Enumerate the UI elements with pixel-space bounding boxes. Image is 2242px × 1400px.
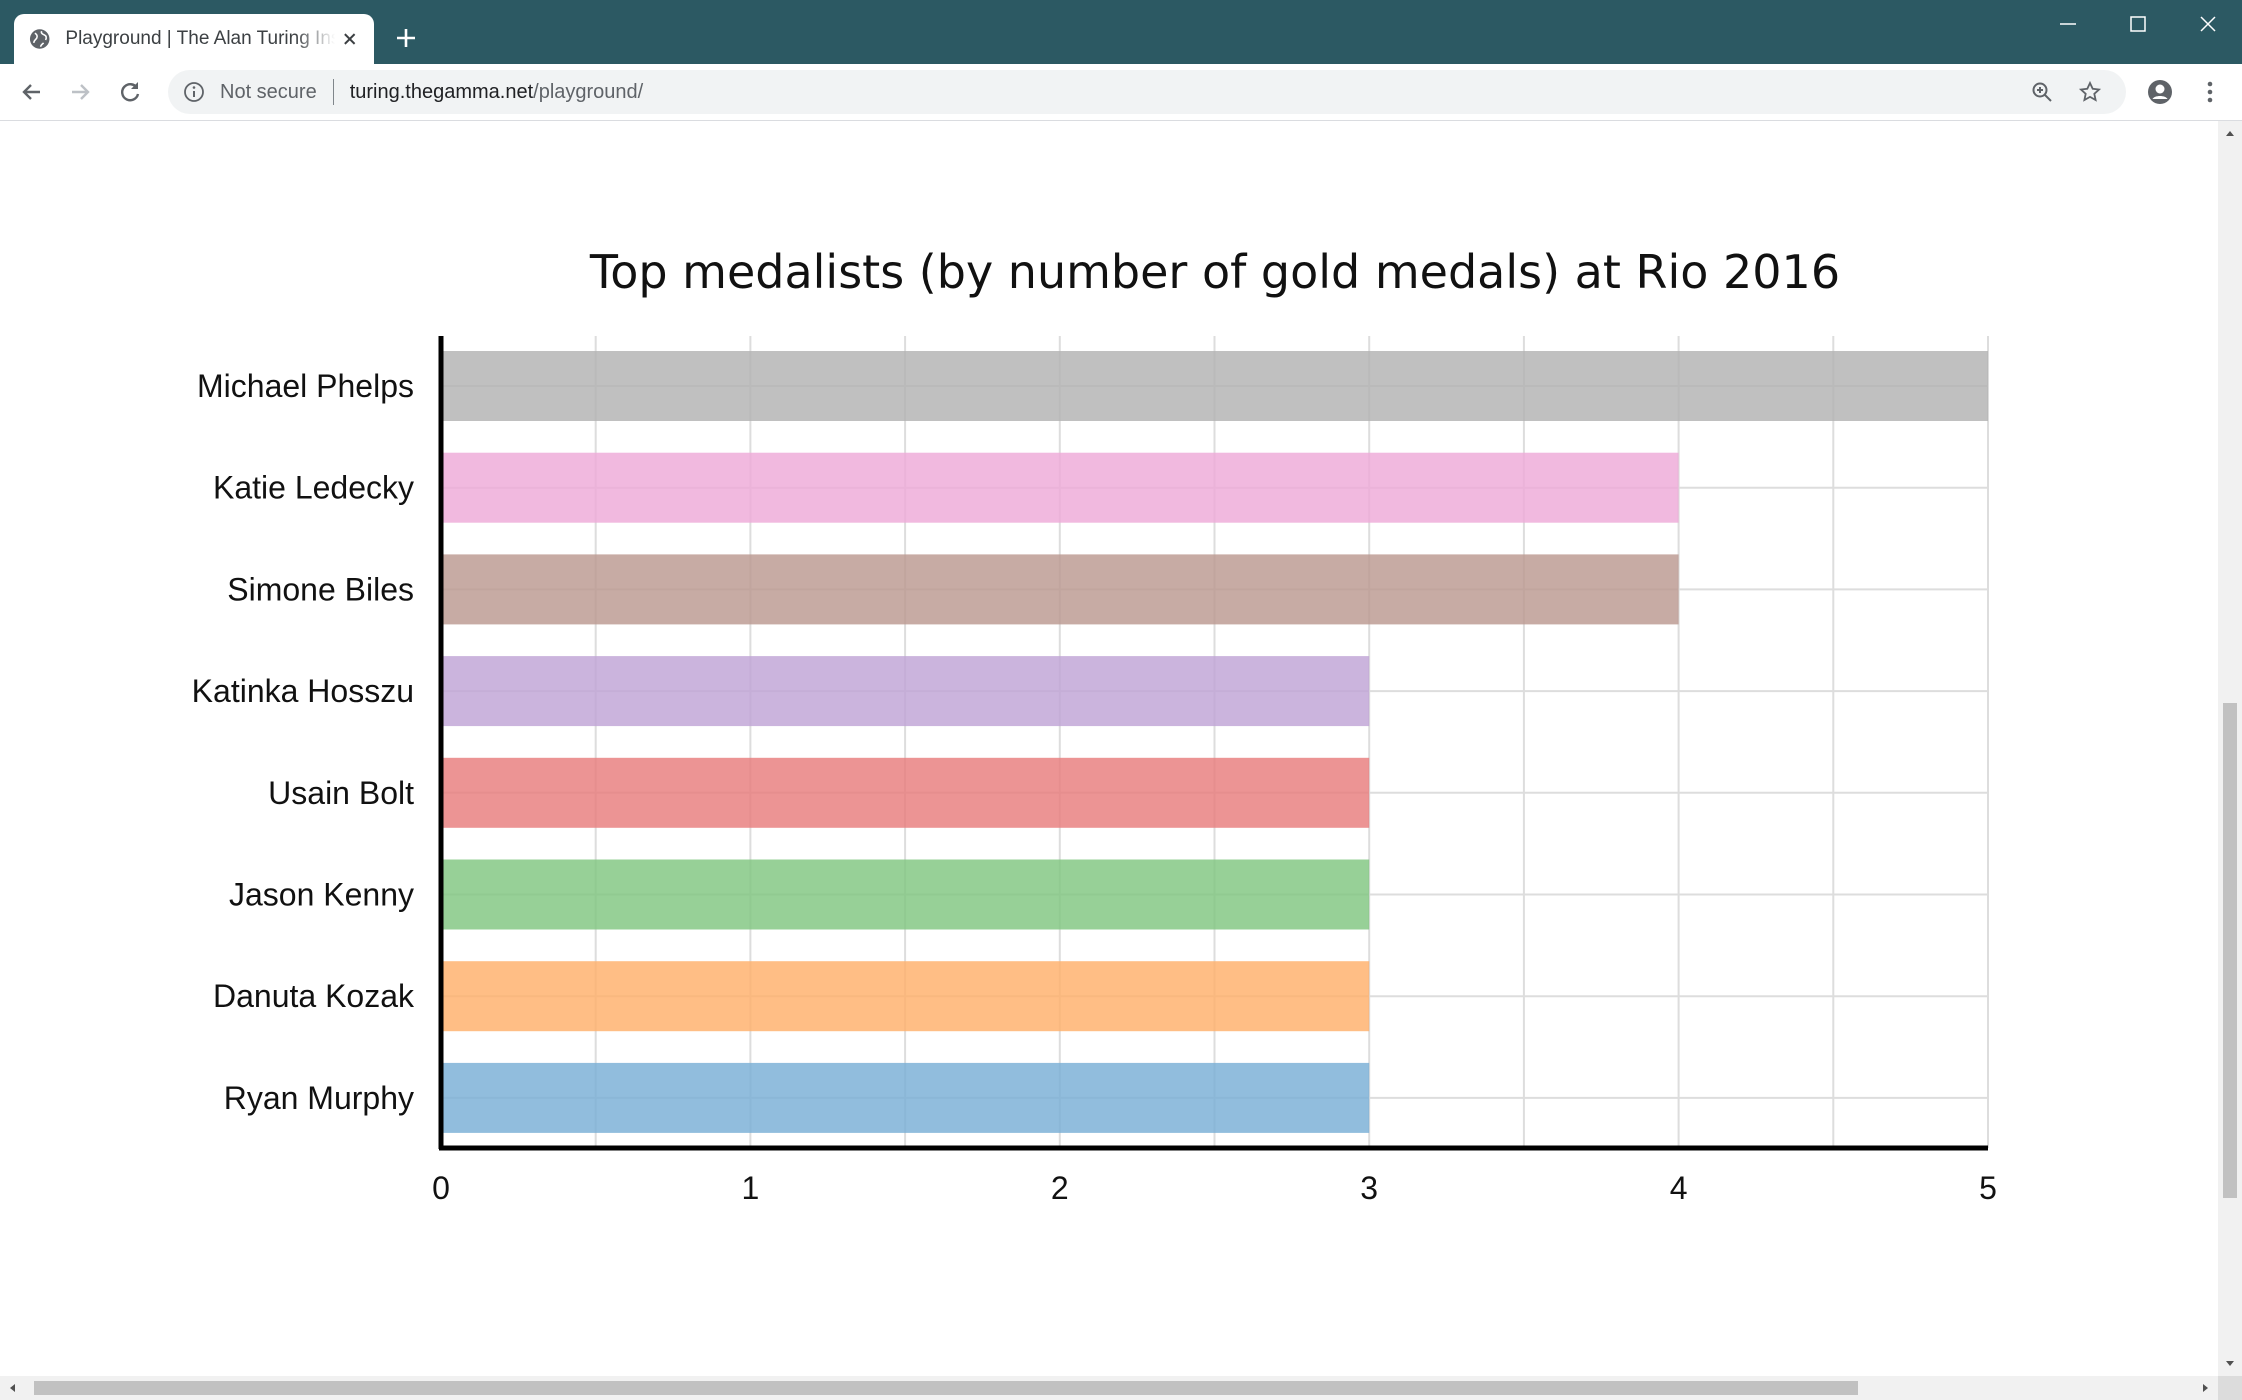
profile-avatar-icon[interactable] — [2146, 78, 2174, 106]
vertical-scroll-thumb[interactable] — [2223, 703, 2237, 1198]
vertical-scrollbar[interactable] — [2218, 121, 2242, 1376]
globe-icon — [29, 29, 50, 49]
category-label: Michael Phelps — [197, 368, 414, 404]
category-label: Simone Biles — [227, 571, 414, 607]
zoom-icon[interactable] — [2030, 80, 2054, 104]
reload-icon[interactable] — [116, 78, 144, 106]
forward-arrow-icon[interactable] — [66, 78, 94, 106]
category-label: Usain Bolt — [268, 775, 414, 811]
back-arrow-icon[interactable] — [18, 78, 46, 106]
browser-toolbar: Not secure turing.thegamma.net/playgroun… — [0, 64, 2242, 121]
bar-chart: Michael Phelps Katie Ledecky Simone Biles K… — [192, 336, 1997, 1206]
horizontal-scrollbar[interactable] — [0, 1376, 2218, 1400]
bar-danuta-kozak — [441, 961, 1370, 1032]
scroll-up-icon[interactable] — [2218, 121, 2242, 145]
minimize-icon[interactable] — [2046, 10, 2090, 38]
info-icon[interactable] — [182, 80, 206, 104]
horizontal-scroll-thumb[interactable] — [34, 1381, 1858, 1395]
maximize-icon[interactable] — [2116, 10, 2160, 38]
menu-kebab-icon[interactable] — [2196, 78, 2224, 106]
tab-title: Playground | The Alan Turing Institute — [65, 28, 334, 49]
url-path: /playground/ — [533, 80, 644, 103]
chart-axes — [438, 336, 1988, 1151]
bar-katie-ledecky — [441, 452, 1679, 523]
url-host: turing.thegamma.net — [349, 80, 534, 103]
x-tick-label: 0 — [432, 1170, 450, 1206]
scroll-down-icon[interactable] — [2218, 1352, 2242, 1376]
bar-michael-phelps — [441, 351, 1988, 421]
x-tick-label: 3 — [1360, 1170, 1378, 1206]
bar-ryan-murphy — [441, 1062, 1370, 1133]
chart-labels: Michael Phelps Katie Ledecky Simone Biles K… — [192, 368, 1997, 1206]
x-tick-label: 5 — [1979, 1170, 1997, 1206]
category-label: Jason Kenny — [229, 877, 414, 913]
close-icon[interactable] — [339, 28, 360, 50]
star-icon[interactable] — [2078, 80, 2102, 104]
security-status: Not secure — [220, 80, 317, 103]
category-label: Ryan Murphy — [224, 1080, 414, 1116]
x-tick-label: 4 — [1670, 1170, 1688, 1206]
bar-jason-kenny — [441, 859, 1370, 930]
window-close-icon[interactable] — [2186, 10, 2230, 38]
category-label: Katinka Hosszu — [192, 673, 414, 709]
bar-simone-biles — [441, 554, 1679, 625]
bar-usain-bolt — [441, 757, 1370, 828]
browser-tab[interactable]: Playground | The Alan Turing Institute — [14, 14, 374, 64]
x-tick-label: 1 — [742, 1170, 760, 1206]
scrollbar-corner — [2218, 1376, 2242, 1400]
category-label: Danuta Kozak — [213, 978, 415, 1014]
chart-bars — [441, 351, 1988, 1133]
scroll-left-icon[interactable] — [0, 1376, 24, 1400]
scroll-right-icon[interactable] — [2194, 1376, 2218, 1400]
x-tick-label: 2 — [1051, 1170, 1069, 1206]
title-bar: Playground | The Alan Turing Institute — [0, 0, 2242, 64]
new-tab-plus-icon[interactable] — [392, 24, 420, 52]
chart-title: Top medalists (by number of gold medals)… — [589, 245, 1841, 299]
address-bar[interactable]: Not secure turing.thegamma.net/playgroun… — [168, 70, 2126, 114]
category-label: Katie Ledecky — [213, 470, 414, 506]
bar-katinka-hosszu — [441, 656, 1370, 727]
url-divider — [332, 79, 334, 105]
